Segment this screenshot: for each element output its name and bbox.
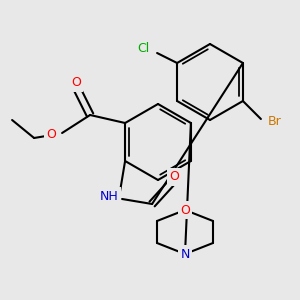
Text: O: O — [169, 170, 179, 184]
Text: O: O — [180, 203, 190, 217]
Text: O: O — [46, 128, 56, 142]
Text: NH: NH — [100, 190, 118, 202]
Text: N: N — [180, 248, 190, 260]
Text: O: O — [71, 76, 81, 89]
Text: Cl: Cl — [137, 43, 149, 56]
Text: Br: Br — [268, 115, 282, 128]
